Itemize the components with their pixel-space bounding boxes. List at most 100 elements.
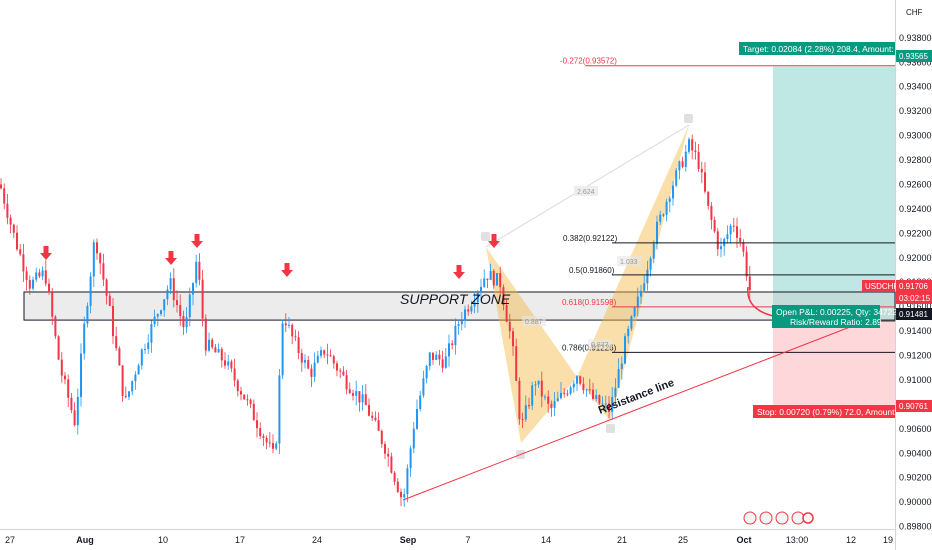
candle-body xyxy=(73,410,76,426)
candle-body xyxy=(80,353,82,398)
candle-body xyxy=(716,231,719,250)
candle-body xyxy=(400,491,402,498)
event-flag-icon[interactable] xyxy=(743,511,757,525)
time-tick-label: 17 xyxy=(235,535,245,545)
price-tick-label: 0.90600 xyxy=(899,424,932,434)
candle-body xyxy=(3,188,6,204)
candle-body xyxy=(32,279,34,289)
candle-body xyxy=(457,324,460,327)
candle-body xyxy=(86,305,89,324)
candle-body xyxy=(51,292,54,317)
candle-body xyxy=(112,305,114,337)
candle-body xyxy=(345,375,348,390)
down-arrow-icon xyxy=(191,234,203,248)
price-tick-label: 0.91200 xyxy=(899,351,932,361)
candle-body xyxy=(179,305,182,317)
candle-body xyxy=(70,397,73,411)
candle-body xyxy=(9,217,12,225)
candle-body xyxy=(48,283,50,293)
candle-body xyxy=(16,232,18,250)
candle-body xyxy=(435,354,438,360)
candle-body xyxy=(611,396,614,412)
event-flag-icon[interactable] xyxy=(802,512,814,524)
down-arrow-icon xyxy=(281,263,293,277)
candle-body xyxy=(233,368,236,381)
candle-body xyxy=(649,258,652,270)
event-flags xyxy=(743,511,814,525)
candle-body xyxy=(588,389,591,391)
candle-body xyxy=(236,380,239,392)
candle-body xyxy=(387,453,390,457)
candle-body xyxy=(668,198,671,202)
pattern-point-d xyxy=(684,114,693,123)
time-axis[interactable]: 27 Aug 10 17 24 Sep 7 14 21 25 Oct 13:00 12 19 xyxy=(5,535,893,545)
candle-body xyxy=(262,436,265,439)
candle-body xyxy=(307,360,310,369)
candle-body xyxy=(166,289,169,300)
time-tick-label: 13:00 xyxy=(786,535,809,545)
candle-body xyxy=(627,328,630,337)
candle-body xyxy=(172,278,175,301)
time-tick-label: 25 xyxy=(678,535,688,545)
candle-body xyxy=(313,362,316,377)
candle-body xyxy=(361,394,364,403)
candle-body xyxy=(60,359,63,376)
candle-body xyxy=(323,350,326,355)
candle-body xyxy=(409,448,412,469)
candle-body xyxy=(278,375,281,444)
candle-body xyxy=(358,391,361,403)
price-tick-label: 0.92600 xyxy=(899,179,932,189)
down-arrow-icon xyxy=(40,246,52,260)
candle-body xyxy=(585,389,588,391)
currency-label: CHF xyxy=(906,8,923,17)
candle-body xyxy=(521,419,524,421)
event-flag-icon[interactable] xyxy=(791,511,805,525)
candle-body xyxy=(332,356,335,364)
candle-body xyxy=(297,337,300,354)
candle-body xyxy=(204,318,207,351)
candle-body xyxy=(617,368,620,388)
price-tick-label: 0.89800 xyxy=(899,522,932,532)
candle-body xyxy=(153,316,156,325)
candle-body xyxy=(595,395,598,399)
candle-body xyxy=(380,430,383,445)
candle-body xyxy=(502,287,505,306)
candle-body xyxy=(620,363,623,369)
price-tick-label: 0.91400 xyxy=(899,326,932,336)
candle-body xyxy=(652,243,655,259)
price-tick-label: 0.92400 xyxy=(899,204,932,214)
candle-body xyxy=(643,283,646,291)
price-tick-label: 0.90400 xyxy=(899,448,932,458)
candle-body xyxy=(659,214,662,222)
candle-body xyxy=(217,349,220,353)
candle-body xyxy=(96,242,98,254)
down-arrow-icon xyxy=(453,265,465,279)
candle-body xyxy=(339,370,342,372)
pattern-ratio-3: 0.877 xyxy=(591,342,609,349)
fib-level-label: 0.382(0.92122) xyxy=(563,234,618,243)
support-zone-label: SUPPORT ZONE xyxy=(400,291,511,307)
candle-body xyxy=(121,365,124,396)
badge-stop: 0.90761 xyxy=(896,400,932,412)
candle-body xyxy=(134,374,137,382)
candle-body xyxy=(265,438,268,443)
time-tick-label: 7 xyxy=(465,535,470,545)
event-flag-icon[interactable] xyxy=(775,511,789,525)
candle-body xyxy=(169,278,172,290)
price-tick-label: 0.93000 xyxy=(899,131,932,141)
candle-body xyxy=(240,391,242,395)
candle-body xyxy=(252,403,255,421)
candle-body xyxy=(22,254,25,272)
candle-body xyxy=(275,443,278,449)
candle-body xyxy=(211,339,214,348)
target-label: Target: 0.02084 (2.28%) 208.4, Amount: xyxy=(743,44,894,54)
candle-body xyxy=(681,161,684,167)
candle-body xyxy=(496,273,498,286)
candle-body xyxy=(467,309,470,312)
event-flag-icon[interactable] xyxy=(759,511,773,525)
candle-body xyxy=(124,395,127,397)
candle-body xyxy=(316,355,319,363)
candle-body xyxy=(268,442,271,444)
candle-body xyxy=(64,375,66,380)
